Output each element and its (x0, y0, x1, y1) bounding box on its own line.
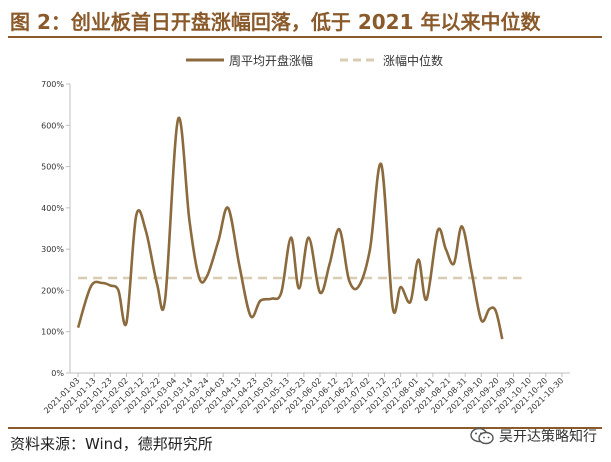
figure-title: 图 2：创业板首日开盘涨幅回落，低于 2021 年以来中位数 (10, 10, 541, 34)
y-tick-label: 700% (41, 80, 64, 89)
y-tick-label: 200% (41, 286, 64, 295)
source-note: 资料来源：Wind，德邦研究所 (10, 435, 213, 453)
legend-label-median: 涨幅中位数 (383, 53, 443, 68)
y-tick-label: 500% (41, 163, 64, 172)
legend-label-weekly: 周平均开盘涨幅 (229, 53, 313, 68)
y-tick-label: 400% (41, 204, 64, 213)
y-tick-label: 600% (41, 121, 64, 130)
y-tick-label: 100% (41, 328, 64, 337)
wechat-icon (470, 427, 494, 445)
weekly-avg-line (76, 116, 504, 340)
y-tick-labels: 0% 100% 200% 300% 400% 500% 600% 700% (41, 80, 70, 378)
watermark-text: 吴开达策略知行 (499, 429, 597, 445)
y-tick-label: 300% (41, 245, 64, 254)
watermark: 吴开达策略知行 (469, 426, 597, 446)
top-rule (8, 36, 602, 38)
x-tick-labels: 2021-01-032021-01-132021-01-232021-02-02… (42, 373, 565, 415)
chart-legend: 周平均开盘涨幅 涨幅中位数 (186, 53, 443, 68)
y-tick-label: 0% (51, 369, 64, 378)
bottom-rule (8, 427, 602, 429)
chart-series (76, 116, 522, 340)
line-chart: 周平均开盘涨幅 涨幅中位数 0% 100% 200% 300% 400% 500% 600%… (41, 53, 570, 415)
